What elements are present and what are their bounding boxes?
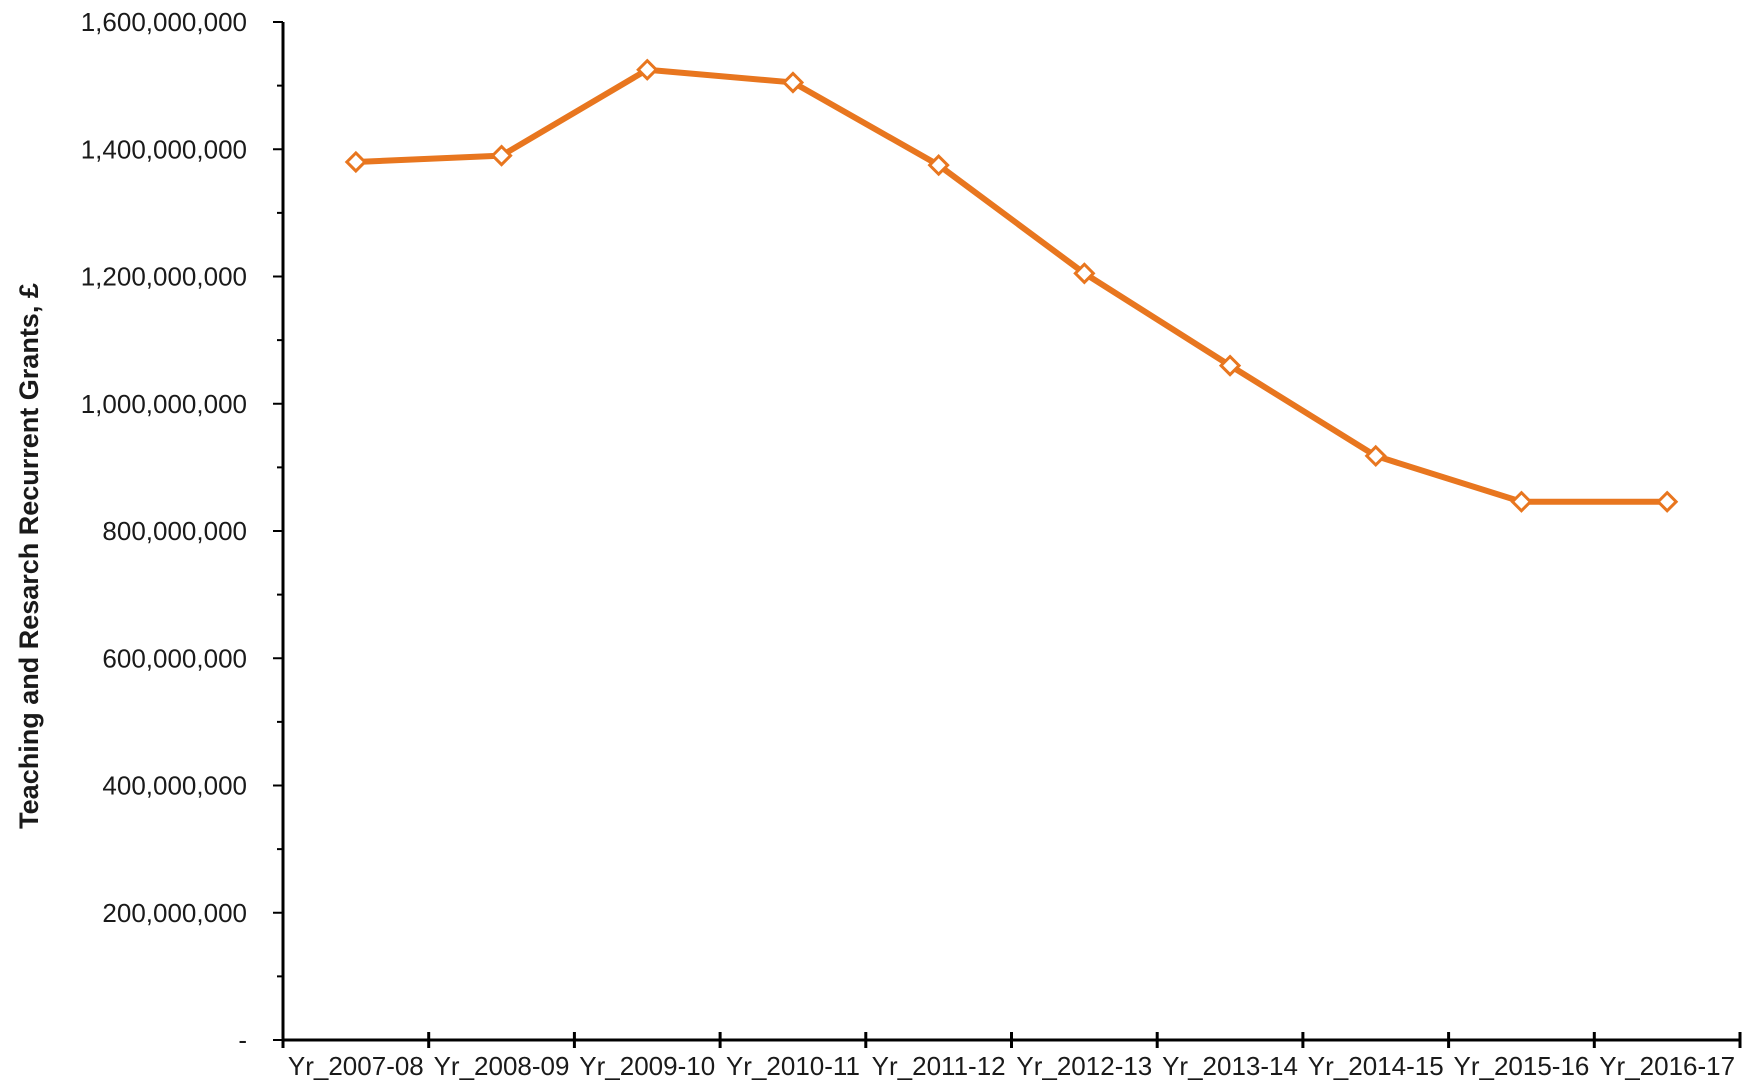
y-axis-title: Teaching and Resarch Recurrent Grants, £ xyxy=(14,283,44,829)
y-tick-label: 800,000,000 xyxy=(102,516,247,546)
x-tick-label: Yr_2015-16 xyxy=(1454,1051,1590,1081)
data-point-marker xyxy=(1656,490,1679,513)
x-tick-label: Yr_2008-09 xyxy=(434,1051,570,1081)
x-tick-label: Yr_2007-08 xyxy=(288,1051,424,1081)
data-point-marker xyxy=(1073,262,1096,285)
data-point-marker xyxy=(1510,490,1533,513)
x-tick-label: Yr_2014-15 xyxy=(1308,1051,1444,1081)
y-tick-label: 1,600,000,000 xyxy=(81,7,247,37)
y-axis: - 200,000,000 400,000,000 600,000,000 800,00… xyxy=(81,7,285,1055)
data-point-marker xyxy=(636,58,659,81)
data-point-marker xyxy=(927,154,950,177)
y-tick-label: - xyxy=(238,1025,247,1055)
y-tick-label: 400,000,000 xyxy=(102,771,247,801)
data-point-marker xyxy=(1364,444,1387,468)
data-point-marker xyxy=(344,150,367,174)
series-line-group xyxy=(344,58,1679,513)
y-tick-label: 600,000,000 xyxy=(102,643,247,673)
y-tick-label: 1,200,000,000 xyxy=(81,262,247,292)
series-line xyxy=(352,66,1671,505)
x-tick-label: Yr_2010-11 xyxy=(726,1051,860,1081)
data-point-marker xyxy=(781,71,805,94)
y-tick-label: 1,000,000,000 xyxy=(81,389,247,419)
data-point-marker xyxy=(490,144,513,167)
y-tick-label: 1,400,000,000 xyxy=(81,134,247,164)
y-tick-label: 200,000,000 xyxy=(102,898,247,928)
x-axis: Yr_2007-08 Yr_2008-09 Yr_2009-10 Yr_2010-11… xyxy=(281,1032,1742,1081)
x-tick-label: Yr_2013-14 xyxy=(1162,1051,1298,1081)
x-tick-label: Yr_2009-10 xyxy=(579,1051,715,1081)
data-point-marker xyxy=(1218,354,1242,377)
x-tick-label: Yr_2011-12 xyxy=(872,1051,1006,1081)
x-tick-label: Yr_2016-17 xyxy=(1599,1051,1735,1081)
x-tick-label: Yr_2012-13 xyxy=(1016,1051,1152,1081)
